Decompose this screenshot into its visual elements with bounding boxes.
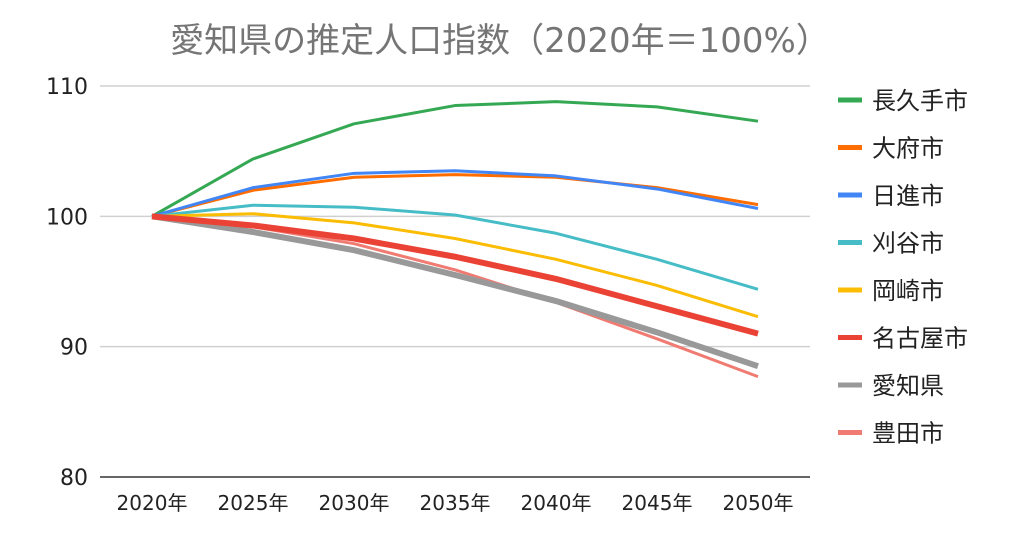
y-tick-label: 90: [60, 336, 88, 361]
x-tick-label: 2045年: [622, 491, 693, 515]
legend-item: 日進市: [838, 182, 944, 210]
legend-label: 大府市: [872, 135, 944, 163]
legend-item: 長久手市: [838, 87, 968, 115]
legend-label: 豊田市: [872, 420, 944, 448]
legend-label: 日進市: [872, 182, 944, 210]
series-line: [151, 100, 759, 218]
legend-item: 名古屋市: [838, 325, 968, 353]
legend-label: 愛知県: [872, 372, 944, 400]
legend-item: 愛知県: [838, 372, 944, 400]
series-line: [151, 169, 759, 218]
series-line: [151, 213, 759, 370]
x-tick-label: 2025年: [218, 491, 289, 515]
legend-item: 大府市: [838, 135, 944, 163]
series-line: [151, 212, 759, 319]
x-tick-label: 2035年: [420, 491, 491, 515]
x-tick-label: 2030年: [319, 491, 390, 515]
legend-item: 岡崎市: [838, 277, 944, 305]
series-line: [151, 203, 759, 291]
x-tick-label: 2020年: [117, 491, 188, 515]
y-tick-label: 110: [46, 75, 88, 100]
y-tick-label: 80: [60, 466, 88, 491]
series-line: [151, 213, 759, 337]
legend-label: 刈谷市: [872, 230, 944, 258]
x-tick-label: 2050年: [723, 491, 794, 515]
legend-label: 名古屋市: [872, 325, 968, 353]
legend-label: 岡崎市: [872, 277, 944, 305]
legend-item: 刈谷市: [838, 230, 944, 258]
legend-label: 長久手市: [872, 87, 968, 115]
legend-item: 豊田市: [838, 420, 944, 448]
y-tick-label: 100: [46, 205, 88, 230]
series-line: [151, 214, 759, 379]
x-tick-label: 2040年: [521, 491, 592, 515]
chart-title: 愛知県の推定人口指数（2020年＝100%）: [170, 21, 830, 61]
series-line: [151, 173, 759, 218]
